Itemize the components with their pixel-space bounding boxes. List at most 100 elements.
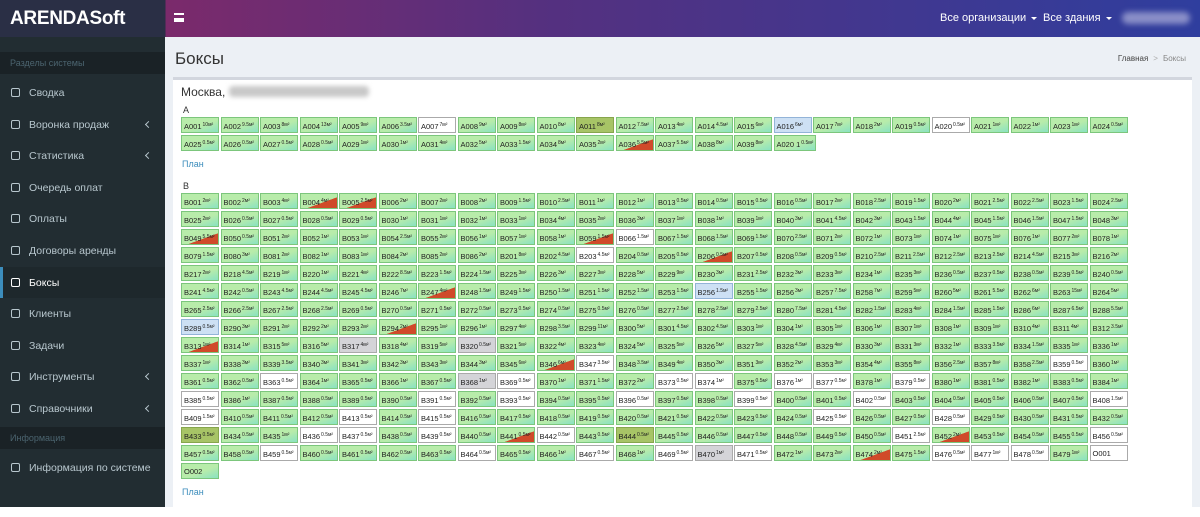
box[interactable]: B2414.5м² xyxy=(181,283,219,299)
box[interactable]: B2772.5м² xyxy=(655,301,693,317)
box[interactable]: B0803м² xyxy=(220,247,259,263)
box[interactable]: A0301м² xyxy=(378,135,417,151)
box[interactable]: B4290.5м² xyxy=(971,409,1009,425)
box[interactable]: B4320.5м² xyxy=(1089,409,1128,425)
box[interactable]: A0331.5м² xyxy=(497,135,535,151)
box[interactable]: A0221м² xyxy=(1010,117,1049,133)
box[interactable]: B3503м² xyxy=(694,355,733,371)
box[interactable]: B4040.5м² xyxy=(931,391,970,407)
box[interactable]: B4760.5м² xyxy=(931,445,970,461)
box[interactable]: B2652.5м² xyxy=(181,301,219,317)
menu-item[interactable]: Боксы xyxy=(0,266,165,298)
box[interactable]: B4690.5м² xyxy=(655,445,693,461)
menu-item[interactable]: Справочники xyxy=(0,393,165,424)
box[interactable]: B0461.5м² xyxy=(1010,211,1049,227)
box[interactable]: B2467м² xyxy=(378,283,417,299)
box[interactable]: B3131м² xyxy=(181,337,219,353)
box[interactable]: B4460.5м² xyxy=(694,427,733,443)
box[interactable]: B0512м² xyxy=(260,229,298,245)
box[interactable]: B3730.5м² xyxy=(655,373,693,389)
box[interactable]: B2740.5м² xyxy=(536,301,575,317)
breadcrumb-home[interactable]: Главная xyxy=(1117,54,1149,63)
box[interactable]: B2730.5м² xyxy=(497,301,535,317)
box[interactable]: B2792.5м² xyxy=(734,301,772,317)
box[interactable]: B2144.5м² xyxy=(1010,247,1049,263)
box[interactable]: B3234м² xyxy=(576,337,614,353)
box[interactable]: B0150.5м² xyxy=(734,193,772,209)
box[interactable]: B4470.5м² xyxy=(734,427,772,443)
box[interactable]: A0127.5м² xyxy=(615,117,654,133)
box[interactable]: A0398м² xyxy=(734,135,772,151)
box[interactable]: B2370.5м² xyxy=(971,265,1009,281)
box[interactable]: A0352м² xyxy=(576,135,614,151)
box[interactable]: A0250.5м² xyxy=(181,135,219,151)
box[interactable]: B4310.5м² xyxy=(1050,409,1088,425)
box[interactable]: B4771м² xyxy=(971,445,1009,461)
box[interactable]: B4610.5м² xyxy=(339,445,377,461)
box[interactable]: B2587м² xyxy=(852,283,891,299)
box[interactable]: B3294м² xyxy=(813,337,851,353)
box[interactable]: B2605м² xyxy=(931,283,970,299)
box[interactable]: B0130.5м² xyxy=(655,193,693,209)
box[interactable]: B0160.5м² xyxy=(773,193,812,209)
plan-link[interactable]: План xyxy=(182,159,204,169)
box[interactable]: A0029.5м² xyxy=(220,117,259,133)
box[interactable]: A0098м² xyxy=(497,117,535,133)
box[interactable]: B4240.5м² xyxy=(773,409,812,425)
menu-item[interactable]: Сводка xyxy=(0,77,165,108)
box[interactable]: B3061м² xyxy=(852,319,891,335)
user-menu[interactable] xyxy=(1122,12,1190,24)
box[interactable]: B0423м² xyxy=(852,211,891,227)
box[interactable]: B4130.5м² xyxy=(339,409,377,425)
building-dropdown[interactable]: Все здания xyxy=(1043,12,1112,24)
box[interactable]: B3141м² xyxy=(220,337,259,353)
box[interactable]: B3650.5м² xyxy=(339,373,377,389)
box[interactable]: B3483.5м² xyxy=(615,355,654,371)
box[interactable]: O002 xyxy=(181,463,219,479)
box[interactable]: B3544м² xyxy=(852,355,891,371)
box[interactable]: B0260.5м² xyxy=(220,211,259,227)
box[interactable]: B3582.5м² xyxy=(1010,355,1049,371)
box[interactable]: B3830.5м² xyxy=(1050,373,1088,389)
box[interactable]: B2563м² xyxy=(773,283,812,299)
box[interactable]: B4701м² xyxy=(694,445,733,461)
box[interactable]: B3641м² xyxy=(299,373,338,389)
box[interactable]: A0166м² xyxy=(773,117,812,133)
box[interactable]: B29911м² xyxy=(576,319,614,335)
box[interactable]: B2231.5м² xyxy=(418,265,456,281)
box[interactable]: B2360.5м² xyxy=(931,265,970,281)
box[interactable]: B0111м² xyxy=(576,193,614,209)
box[interactable]: B3750.5м² xyxy=(734,373,772,389)
box[interactable]: B3990.5м² xyxy=(734,391,772,407)
box[interactable]: B3031м² xyxy=(734,319,772,335)
box[interactable]: B0721м² xyxy=(852,229,891,245)
box[interactable]: B0012м² xyxy=(181,193,219,209)
menu-item[interactable]: Оплаты xyxy=(0,203,165,234)
box[interactable]: B0862м² xyxy=(457,247,496,263)
box[interactable]: B4710.5м² xyxy=(734,445,772,461)
box[interactable]: B4522м² xyxy=(931,427,970,443)
box[interactable]: B4390.5м² xyxy=(418,427,456,443)
box[interactable]: B0741м² xyxy=(931,229,970,245)
box[interactable]: B2228.5м² xyxy=(378,265,417,281)
box[interactable]: B2890.5м² xyxy=(181,319,219,335)
box[interactable]: B3081м² xyxy=(931,319,970,335)
box[interactable]: B3910.5м² xyxy=(418,391,456,407)
box[interactable]: A0314м² xyxy=(418,135,456,151)
box[interactable]: B2885.5м² xyxy=(1089,301,1128,317)
menu-item[interactable]: Очередь оплат xyxy=(0,172,165,203)
box[interactable]: B4600.5м² xyxy=(299,445,338,461)
box[interactable]: B3701м² xyxy=(536,373,575,389)
box[interactable]: B0842м² xyxy=(378,247,417,263)
box[interactable]: B2922м² xyxy=(299,319,338,335)
box[interactable]: B4100.5м² xyxy=(220,409,259,425)
box[interactable]: B3558м² xyxy=(892,355,930,371)
box[interactable]: B2333м² xyxy=(813,265,851,281)
box[interactable]: B4070.5м² xyxy=(1050,391,1088,407)
box[interactable]: B3200.5м² xyxy=(457,337,496,353)
box[interactable]: B3041м² xyxy=(773,319,812,335)
box[interactable]: B0331м² xyxy=(497,211,535,227)
box[interactable]: B0391м² xyxy=(734,211,772,227)
box[interactable]: B0140.5м² xyxy=(694,193,733,209)
box[interactable]: B2018м² xyxy=(497,247,535,263)
